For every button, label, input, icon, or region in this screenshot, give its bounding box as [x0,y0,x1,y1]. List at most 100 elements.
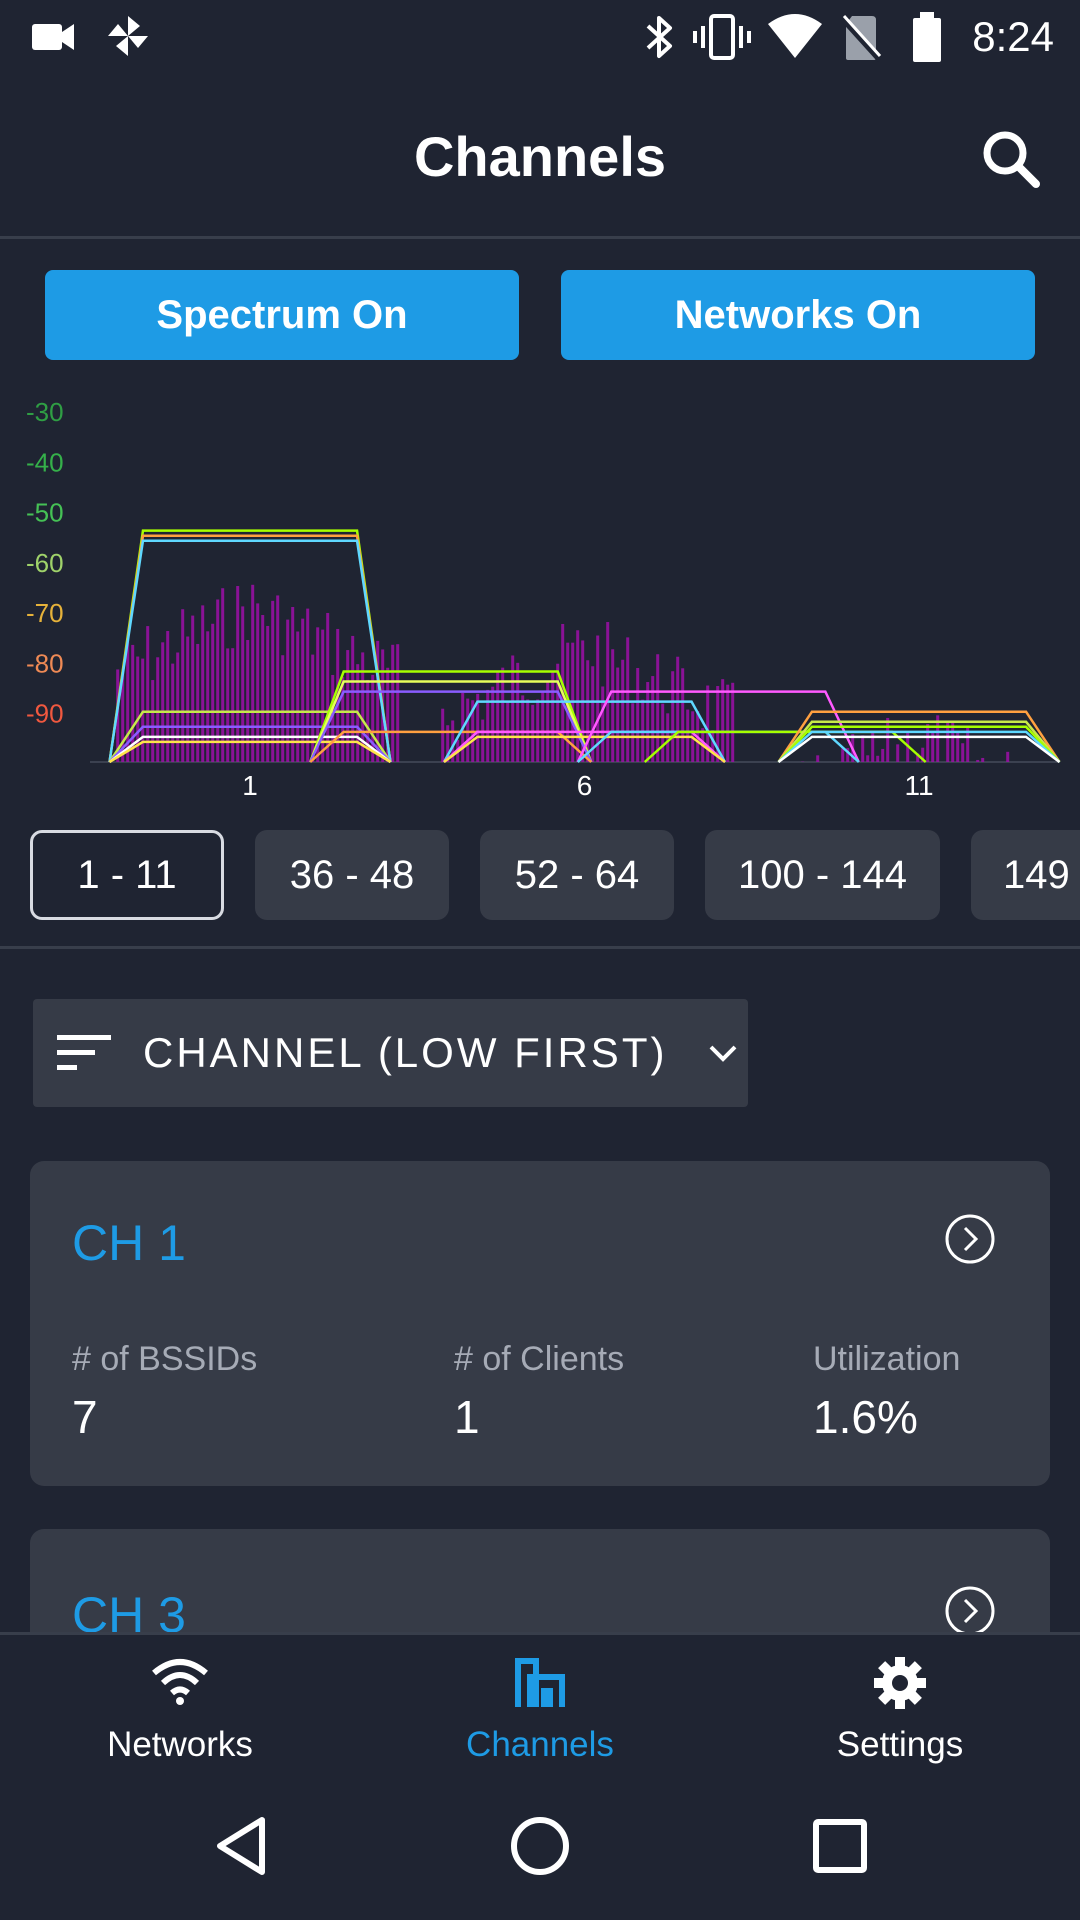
networks-toggle-button[interactable]: Networks On [561,270,1035,360]
bluetooth-icon [646,16,672,58]
vibrate-icon [693,14,751,60]
spectrum-bar [256,603,260,762]
spectrum-bar [266,625,270,762]
spectrum-bar [376,640,380,762]
spectrum-bar [331,674,335,762]
spectrum-bar [816,755,820,762]
range-tab-149[interactable]: 149 [971,830,1080,920]
spectrum-bar [246,640,250,762]
spectrum-bar [251,584,255,762]
nav-networks[interactable]: Networks [0,1635,360,1781]
spectrum-bar [276,595,280,762]
spectrum-bar [346,650,350,762]
range-tab-100-144[interactable]: 100 - 144 [705,830,940,920]
spectrum-bar [496,671,500,762]
no-sim-icon [840,14,882,63]
pinwheel-icon [108,16,148,56]
spectrum-bar [936,715,940,762]
spectrum-bar [961,743,965,762]
spectrum-bar [886,717,890,762]
nav-channels[interactable]: Channels [360,1635,720,1781]
network-signal-line [777,720,1061,763]
gear-icon [874,1657,926,1709]
range-tab-52-64[interactable]: 52 - 64 [480,830,674,920]
spectrum-bar [296,631,300,762]
spectrum-bar [166,631,170,762]
app-bar: Channels [0,74,1080,239]
spectrum-bar [551,672,555,762]
y-tick-label: -70 [26,598,64,628]
spectrum-bar [191,615,195,762]
spectrum-bar [866,755,870,762]
sort-label: CHANNEL (LOW FIRST) [143,1029,668,1076]
spectrum-bar [976,759,980,762]
spectrum-bar [206,631,210,762]
spectrum-bar [121,672,125,762]
utilization-value: 1.6% [813,1391,918,1443]
network-signal-line [777,710,1061,763]
y-tick-label: -40 [26,447,64,477]
spectrum-bar [306,608,310,762]
clients-value: 1 [454,1391,480,1443]
channel-spectrum-chart: -30 -40 -50 -60 -70 -80 -90 1 6 11 [0,400,1080,810]
spectrum-bar [476,693,480,762]
nav-settings[interactable]: Settings [720,1635,1080,1781]
spectrum-bar [201,605,205,762]
range-tab-36-48[interactable]: 36 - 48 [255,830,449,920]
spectrum-toggle-button[interactable]: Spectrum On [45,270,519,360]
status-time: 8:24 [972,13,1054,60]
spectrum-bar [846,748,850,762]
system-navigation [0,1778,1080,1920]
spectrum-bar [231,648,235,762]
spectrum-bar [386,667,390,762]
x-tick-label: 1 [242,770,258,801]
chevron-down-icon [709,1045,737,1062]
y-tick-label: -90 [26,699,64,729]
sort-dropdown[interactable]: CHANNEL (LOW FIRST) [33,999,748,1107]
spectrum-bar [481,719,485,762]
spectrum-bar [896,744,900,762]
chevron-right-circle-icon[interactable] [944,1213,996,1265]
spectrum-bar [731,682,735,762]
search-button[interactable] [976,124,1046,194]
spectrum-bar [326,612,330,762]
battery-icon [913,12,941,62]
spectrum-bar [621,659,625,762]
spectrum-bar [876,755,880,762]
bottom-navigation: Networks Channels [0,1632,1080,1781]
spectrum-bar [196,643,200,762]
network-signal-line [777,735,1061,763]
spectrum-bar [291,606,295,762]
spectrum-bar [361,652,365,762]
home-icon[interactable] [508,1814,572,1878]
spectrum-bar [156,657,160,762]
spectrum-bar [556,663,560,762]
back-icon[interactable] [212,1814,272,1878]
spectrum-bar [176,652,180,762]
chart-svg: -30 -40 -50 -60 -70 -80 -90 1 6 11 [26,400,1061,801]
spectrum-bar [546,682,550,762]
spectrum-bar [181,609,185,762]
range-tab-1-11[interactable]: 1 - 11 [30,830,224,920]
recents-icon[interactable] [810,1814,870,1878]
spectrum-bar [656,654,660,762]
spectrum-bar [926,723,930,762]
spectrum-bar [611,649,615,762]
spectrum-bar [596,635,600,762]
spectrum-bar [161,642,165,762]
spectrum-bar [486,689,490,762]
spectrum-bar [681,668,685,762]
spectrum-bar [881,748,885,762]
spectrum-bar [1006,751,1010,762]
channel-title: CH 1 [72,1215,186,1271]
spectrum-bar [151,680,155,762]
spectrum-bar [711,730,715,762]
x-tick-label: 11 [904,770,933,801]
spectrum-bar [131,644,135,762]
nav-label: Networks [107,1725,253,1764]
spectrum-bar [841,748,845,762]
chevron-right-circle-icon[interactable] [944,1585,996,1637]
spectrum-bar [716,686,720,762]
channel-card[interactable]: CH 1 # of BSSIDs 7 # of Clients 1 Utiliz… [30,1161,1050,1486]
